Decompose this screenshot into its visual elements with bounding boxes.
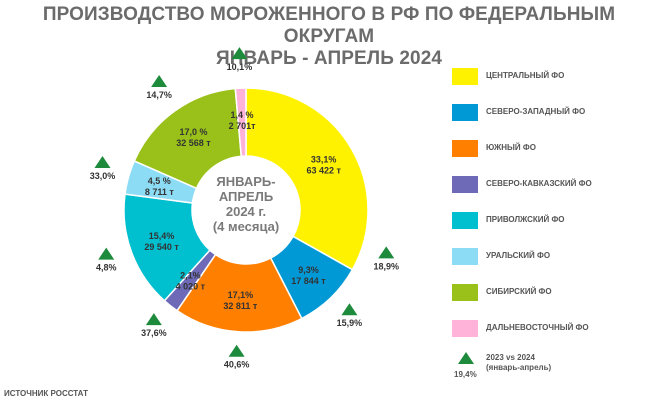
growth-value-label: 37,6% bbox=[141, 328, 167, 338]
growth-markers: 18,9% 15,9% 40,6% 37,6% 4,8% 33,0% 14,7% 10,1% bbox=[90, 47, 399, 370]
growth-value-label: 14,7% bbox=[146, 90, 172, 100]
growth-value-label: 40,6% bbox=[224, 360, 250, 370]
slice-percent-label: 4,5 % bbox=[148, 176, 171, 186]
legend-growth-label-line-1: 2023 vs 2024 bbox=[486, 353, 535, 362]
legend-swatch bbox=[452, 68, 478, 85]
legend-label: СИБИРСКИЙ ФО bbox=[486, 287, 552, 296]
chart-title-line-1: ПРОИЗВОДСТВО МОРОЖЕННОГО В РФ ПО ФЕДЕРАЛ… bbox=[42, 4, 616, 47]
slice-volume-label: 63 422 т bbox=[306, 166, 341, 176]
center-label-line: ЯНВАРЬ- bbox=[216, 174, 275, 189]
slice-3 bbox=[176, 253, 303, 333]
legend-growth-item: 2023 vs 2024 (январь-апрель) 19,4% bbox=[452, 352, 652, 386]
legend-growth-value: 19,4% bbox=[454, 370, 477, 379]
legend-label: УРАЛЬСКИЙ ФО bbox=[486, 251, 551, 260]
legend-label: ПРИВОЛЖСКИЙ ФО bbox=[486, 215, 565, 224]
slice-volume-label: 8 711 т bbox=[145, 187, 175, 197]
slice-percent-label: 1,4 % bbox=[231, 110, 254, 120]
legend-swatch bbox=[452, 284, 478, 301]
center-label-line: АПРЕЛЬ bbox=[219, 189, 273, 204]
legend-item: ПРИВОЛЖСКИЙ ФО bbox=[452, 212, 652, 232]
legend-item: СИБИРСКИЙ ФО bbox=[452, 284, 652, 304]
slice-volume-label: 32 568 т bbox=[176, 138, 211, 148]
legend-label: ДАЛЬНЕВОСТОЧНЫЙ ФО bbox=[486, 323, 589, 332]
growth-up-icon bbox=[228, 344, 245, 357]
slice-percent-label: 9,3% bbox=[298, 265, 319, 275]
growth-up-icon bbox=[94, 155, 111, 168]
legend-growth-label-line-2: (январь-апрель) bbox=[486, 363, 552, 372]
slice-7 bbox=[133, 87, 243, 190]
legend-item: ЦЕНТРАЛЬНЫЙ ФО bbox=[452, 68, 652, 88]
slice-volume-label: 2 701т bbox=[229, 121, 257, 131]
legend-label: ЦЕНТРАЛЬНЫЙ ФО bbox=[486, 71, 565, 80]
slice-volume-label: 29 540 т bbox=[144, 242, 179, 252]
legend-swatch bbox=[452, 104, 478, 121]
growth-up-icon bbox=[341, 303, 358, 316]
source-note: ИСТОЧНИК РОССТАТ bbox=[4, 389, 88, 398]
legend-label: ЮЖНЫЙ ФО bbox=[486, 143, 536, 152]
legend-swatch bbox=[452, 212, 478, 229]
center-label-line: 2024 г. bbox=[226, 204, 266, 219]
growth-value-label: 18,9% bbox=[373, 261, 399, 271]
slice-percent-label: 33,1% bbox=[311, 155, 337, 165]
slice-percent-label: 2,1% bbox=[180, 271, 201, 281]
legend-swatch bbox=[452, 248, 478, 265]
legend-growth-label: 2023 vs 2024 (январь-апрель) bbox=[486, 353, 551, 373]
legend-swatch bbox=[452, 140, 478, 157]
donut-slices bbox=[123, 87, 369, 333]
growth-up-icon bbox=[151, 74, 168, 87]
growth-up-icon bbox=[458, 352, 474, 364]
growth-up-icon bbox=[98, 247, 115, 260]
legend-item: СЕВЕРО-КАВКАЗСКИЙ ФО bbox=[452, 176, 652, 196]
legend-item: ЮЖНЫЙ ФО bbox=[452, 140, 652, 160]
chart-title-line-2: ЯНВАРЬ - АПРЕЛЬ 2024 bbox=[215, 48, 443, 69]
growth-value-label: 33,0% bbox=[90, 171, 116, 181]
slice-1 bbox=[245, 87, 369, 271]
growth-up-icon bbox=[145, 313, 162, 326]
chart-title: ПРОИЗВОДСТВО МОРОЖЕННОГО В РФ ПО ФЕДЕРАЛ… bbox=[0, 4, 658, 70]
growth-value-label: 4,8% bbox=[96, 263, 117, 273]
slice-percent-label: 17,0 % bbox=[179, 127, 207, 137]
legend-label: СЕВЕРО-КАВКАЗСКИЙ ФО bbox=[486, 179, 592, 188]
growth-value-label: 15,9% bbox=[337, 318, 363, 328]
slice-percent-label: 15,4% bbox=[149, 231, 175, 241]
slice-8 bbox=[234, 87, 247, 158]
slice-volume-label: 17 844 т bbox=[291, 276, 326, 286]
slice-labels: 33,1%63 422 т 9,3%17 844 т 17,1%32 811 т 2,… bbox=[144, 110, 341, 311]
slice-volume-label: 32 811 т bbox=[223, 301, 258, 311]
growth-up-icon bbox=[378, 246, 395, 259]
slice-percent-label: 17,1% bbox=[228, 290, 254, 300]
legend-item: УРАЛЬСКИЙ ФО bbox=[452, 248, 652, 268]
center-label-line: (4 месяца) bbox=[213, 219, 279, 234]
legend-label: СЕВЕРО-ЗАПАДНЫЙ ФО bbox=[486, 107, 586, 116]
legend-item: СЕВЕРО-ЗАПАДНЫЙ ФО bbox=[452, 104, 652, 124]
growth-value-label: 10,1% bbox=[227, 62, 253, 72]
growth-up-icon bbox=[231, 47, 248, 60]
slice-volume-label: 4 020 т bbox=[176, 282, 206, 292]
legend-swatch bbox=[452, 320, 478, 337]
legend-swatch bbox=[452, 176, 478, 193]
legend-item: ДАЛЬНЕВОСТОЧНЫЙ ФО bbox=[452, 320, 652, 340]
